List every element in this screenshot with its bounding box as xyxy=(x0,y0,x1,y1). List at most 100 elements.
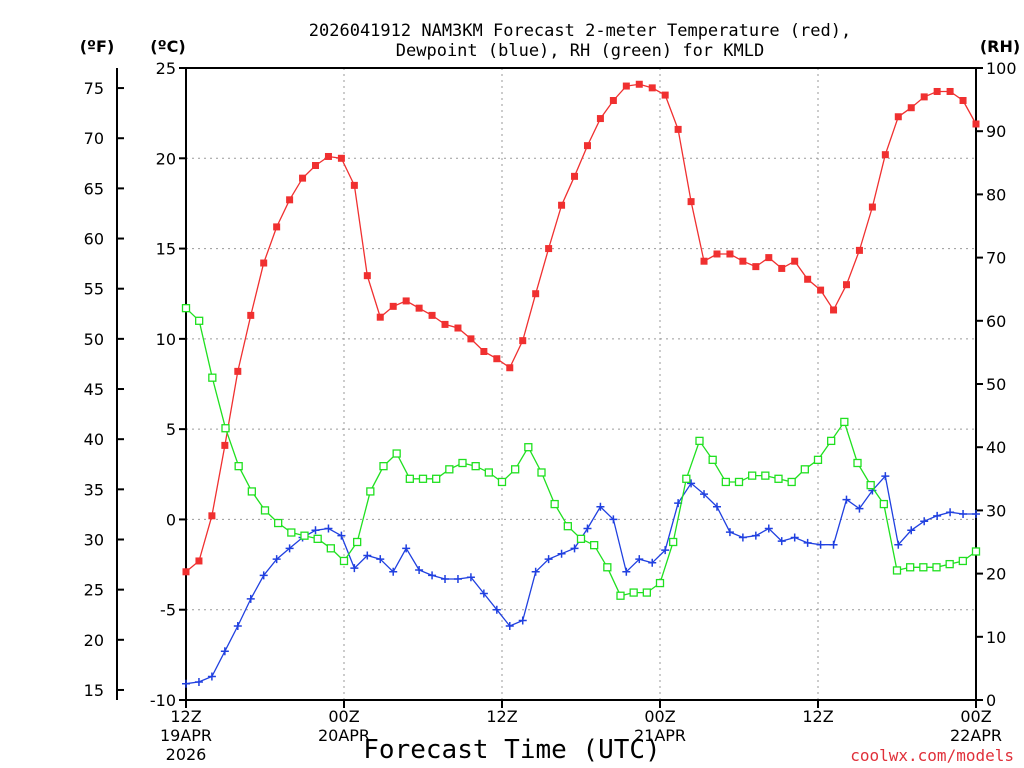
chart-title-line2: Dewpoint (blue), RH (green) for KMLD xyxy=(396,41,764,61)
fahrenheit-tick-label: 75 xyxy=(84,79,104,98)
rh-point xyxy=(208,373,217,382)
time-tick-label: 12Z xyxy=(802,707,833,726)
rh-point xyxy=(813,455,823,464)
temperature-point xyxy=(726,250,734,258)
temperature-point xyxy=(234,367,242,375)
rh-point xyxy=(695,436,704,446)
dewpoint-point xyxy=(583,524,592,533)
rh-point xyxy=(629,588,638,597)
rh-point xyxy=(708,455,717,464)
temperature-point xyxy=(583,142,591,150)
celsius-tick-label: -10 xyxy=(150,691,176,710)
dewpoint-point xyxy=(596,502,605,511)
rh-point xyxy=(260,506,270,515)
time-tick-label: 12Z xyxy=(170,707,201,726)
x-axis-label: Forecast Time (UTC) xyxy=(363,735,660,765)
dewpoint-point xyxy=(712,502,721,511)
celsius-tick-label: 20 xyxy=(156,149,176,168)
rh-point xyxy=(353,537,362,547)
axis-ticks: 2520151050-5-107570656055504540353025201… xyxy=(84,59,1017,764)
dewpoint-point xyxy=(207,672,216,681)
dewpoint-point xyxy=(842,495,851,504)
fahrenheit-tick-label: 60 xyxy=(84,230,104,249)
fahrenheit-tick-label: 55 xyxy=(84,280,104,299)
dewpoint-point xyxy=(311,526,320,535)
rh-point xyxy=(445,465,454,474)
rh-point xyxy=(958,556,967,566)
temperature-point xyxy=(558,201,566,209)
temperature-point xyxy=(389,302,397,310)
rh-point xyxy=(655,578,665,588)
temperature-point xyxy=(480,347,488,355)
rh-point xyxy=(563,522,572,531)
series-line xyxy=(185,474,976,685)
rh-tick-label: 50 xyxy=(986,375,1006,394)
rh-point xyxy=(827,436,836,446)
temperature-point xyxy=(441,320,449,328)
time-tick-label: 00Z xyxy=(960,707,991,726)
rh-point xyxy=(892,566,902,575)
dewpoint-point xyxy=(803,538,812,547)
time-tick-label: 00Z xyxy=(328,707,359,726)
celsius-tick-label: 10 xyxy=(156,330,176,349)
data-series xyxy=(181,80,981,688)
temperature-point xyxy=(415,304,423,312)
celsius-tick-label: -5 xyxy=(160,601,176,620)
temperature-point xyxy=(817,286,825,294)
temperature-point xyxy=(506,364,514,372)
dewpoint-point xyxy=(700,490,709,499)
temperature-point xyxy=(182,568,190,576)
celsius-tick-label: 0 xyxy=(166,510,176,529)
temperature-point xyxy=(208,512,216,520)
temperature-point xyxy=(312,162,320,170)
rh-point xyxy=(761,471,770,480)
dewpoint-point xyxy=(751,531,760,540)
rh-point xyxy=(879,499,888,509)
rh-unit-label: (RH) xyxy=(980,37,1020,56)
dewpoint-point xyxy=(829,540,838,549)
dewpoint-point xyxy=(920,517,929,526)
date-tick-label: 21APR xyxy=(634,726,686,745)
rh-tick-label: 80 xyxy=(986,185,1006,204)
rh-tick-label: 100 xyxy=(986,59,1017,78)
temperature-point xyxy=(402,297,410,305)
temperature-point xyxy=(635,80,643,88)
dewpoint-point xyxy=(272,555,281,564)
rh-tick-label: 70 xyxy=(986,249,1006,268)
rh-point xyxy=(853,458,862,468)
fahrenheit-tick-label: 30 xyxy=(84,530,104,549)
rh-point xyxy=(497,477,507,487)
dewpoint-point xyxy=(622,567,631,576)
date-tick-label: 20APR xyxy=(318,726,370,745)
rh-point xyxy=(247,487,256,496)
rh-point xyxy=(669,537,678,547)
temperature-point xyxy=(299,174,307,182)
dewpoint-point xyxy=(350,564,359,573)
rh-tick-label: 0 xyxy=(986,691,996,710)
temperature-point xyxy=(713,250,721,258)
rh-point xyxy=(616,591,625,600)
rh-point xyxy=(339,556,349,566)
temperature-point xyxy=(337,154,345,162)
temperature-point xyxy=(350,181,358,189)
dewpoint-point xyxy=(777,537,786,546)
rh-point xyxy=(787,477,796,487)
dewpoint-point xyxy=(570,544,579,553)
temperature-point xyxy=(661,91,669,99)
rh-tick-label: 90 xyxy=(986,122,1006,141)
temperature-point xyxy=(920,93,928,101)
rh-point xyxy=(484,468,493,477)
dewpoint-point xyxy=(337,531,346,540)
rh-point xyxy=(274,518,283,528)
series-line xyxy=(185,83,977,573)
temperature-point xyxy=(519,337,527,345)
time-tick-label: 00Z xyxy=(644,707,675,726)
dewpoint-point xyxy=(324,524,333,533)
dewpoint-point xyxy=(881,472,890,481)
dewpoint-point xyxy=(855,504,864,513)
dewpoint-point xyxy=(725,528,734,537)
fahrenheit-tick-label: 15 xyxy=(84,681,104,700)
rh-point xyxy=(721,477,730,487)
dewpoint-point xyxy=(946,508,955,517)
rh-point xyxy=(471,462,480,471)
